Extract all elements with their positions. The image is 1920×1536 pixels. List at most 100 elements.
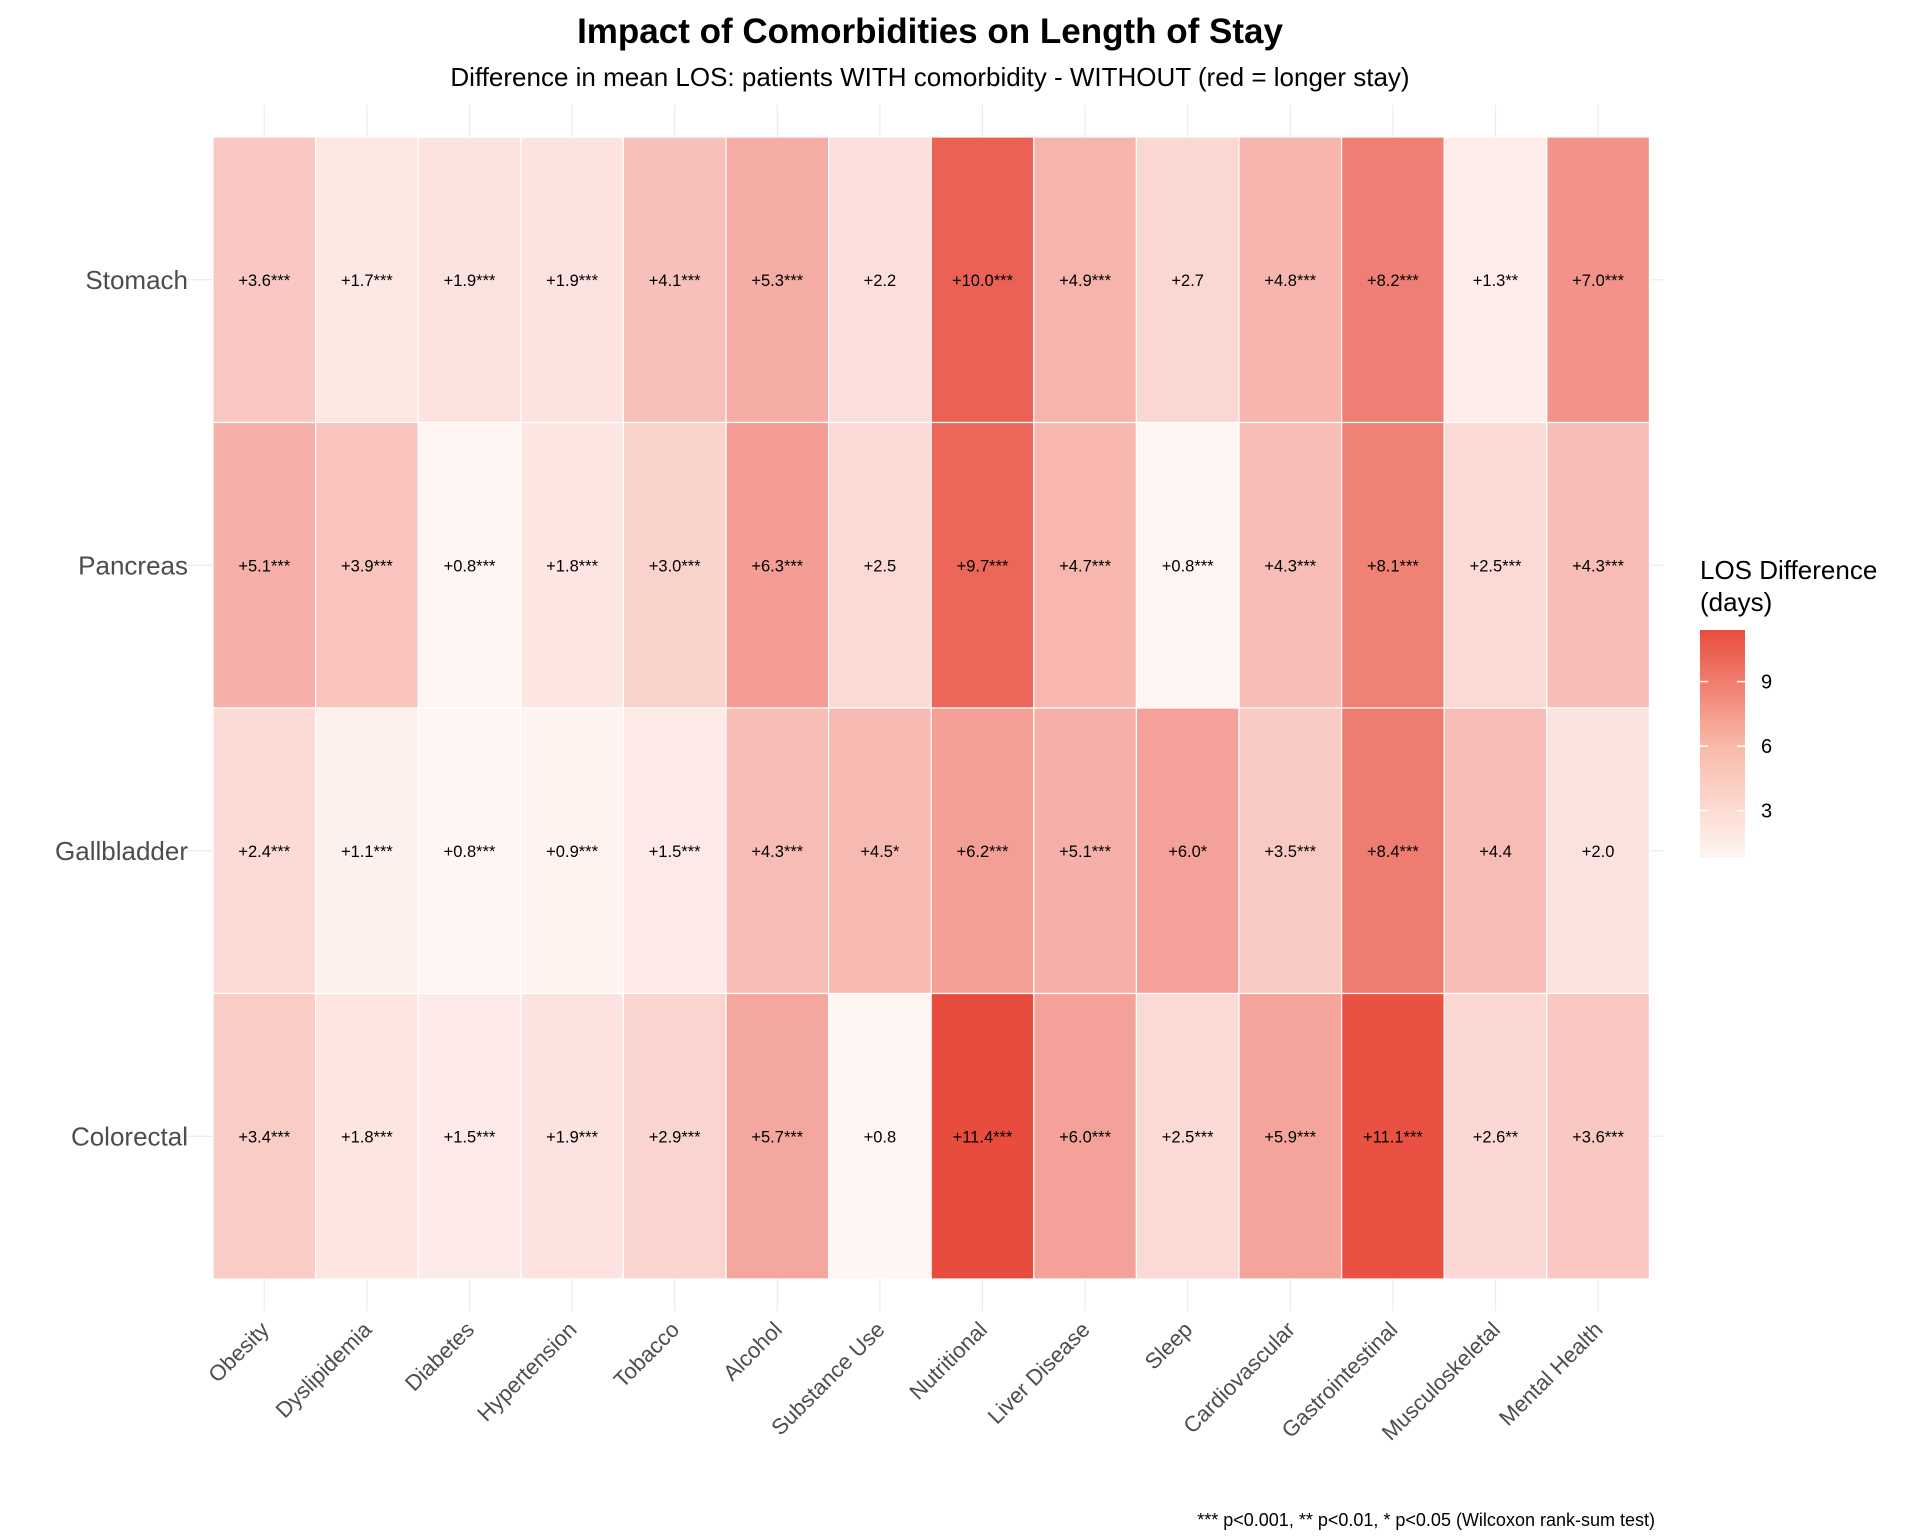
cell-label-colorectal-diabetes: +1.5*** [444, 1128, 496, 1146]
heatmap-cell-pancreas-substance-use [827, 421, 932, 709]
cell-label-colorectal-alcohol: +5.7*** [751, 1128, 803, 1146]
y-axis: Stomach Pancreas Gallbladder Colorectal [55, 265, 188, 1152]
cell-label-pancreas-liver-disease: +4.7*** [1059, 557, 1111, 575]
heatmap-cell-pancreas-obesity [212, 421, 317, 709]
cell-label-pancreas-obesity: +5.1*** [238, 557, 290, 575]
cell-label-gallbladder-cardiovascular: +3.5*** [1264, 843, 1316, 861]
heatmap-cell-gallbladder-nutritional [930, 707, 1035, 995]
cell-label-colorectal-sleep: +2.5*** [1162, 1128, 1214, 1146]
cell-label-colorectal-gastrointestinal: +11.1*** [1363, 1128, 1423, 1146]
heatmap-cell-colorectal-diabetes [417, 992, 522, 1280]
heatmap-cell-gallbladder-gastrointestinal [1340, 707, 1445, 995]
cell-label-stomach-obesity: +3.6*** [238, 272, 290, 290]
heatmap-cell-pancreas-liver-disease [1033, 421, 1138, 709]
cell-label-colorectal-tobacco: +2.9*** [649, 1128, 701, 1146]
cell-label-gallbladder-alcohol: +4.3*** [751, 843, 803, 861]
cell-label-stomach-cardiovascular: +4.8*** [1264, 272, 1316, 290]
cell-label-stomach-hypertension: +1.9*** [546, 272, 598, 290]
heatmap-cell-gallbladder-liver-disease [1033, 707, 1138, 995]
cell-label-stomach-nutritional: +10.0*** [952, 272, 1014, 290]
heatmap-cell-colorectal-sleep [1135, 992, 1240, 1280]
heatmap-cell-stomach-nutritional [930, 136, 1035, 424]
heatmap-cell-colorectal-nutritional [930, 992, 1035, 1280]
legend-title-line2: (days) [1700, 587, 1772, 617]
heatmap-cell-colorectal-hypertension [520, 992, 624, 1280]
cell-label-gallbladder-sleep: +6.0* [1168, 843, 1208, 861]
heatmap-cell-gallbladder-diabetes [417, 707, 522, 995]
heatmap-cell-stomach-hypertension [520, 136, 624, 424]
cell-label-gallbladder-obesity: +2.4*** [238, 843, 290, 861]
cell-label-colorectal-dyslipidemia: +1.8*** [341, 1128, 393, 1146]
heatmap-cell-colorectal-alcohol [725, 992, 830, 1280]
cell-label-colorectal-mental-health: +3.6*** [1572, 1128, 1624, 1146]
cell-label-gallbladder-tobacco: +1.5*** [649, 843, 701, 861]
cell-label-pancreas-nutritional: +9.7*** [957, 557, 1009, 575]
cell-label-stomach-diabetes: +1.9*** [444, 272, 496, 290]
heatmap-cell-gallbladder-dyslipidemia [315, 707, 419, 995]
heatmap-cell-gallbladder-hypertension [520, 707, 624, 995]
chart-subtitle: Difference in mean LOS: patients WITH co… [450, 62, 1409, 92]
heatmap-cell-gallbladder-mental-health [1546, 707, 1651, 995]
heatmap-cell-stomach-musculoskeletal [1443, 136, 1548, 424]
cell-labels: +3.6*** +1.7*** +1.9*** +1.9*** +4.1*** +5.3*… [238, 272, 1624, 1147]
y-tick-label-pancreas: Pancreas [78, 550, 188, 580]
cell-label-stomach-mental-health: +7.0*** [1572, 272, 1624, 290]
cell-label-colorectal-nutritional: +11.4*** [953, 1128, 1013, 1146]
heatmap-cell-colorectal-liver-disease [1033, 992, 1138, 1280]
cell-label-stomach-sleep: +2.7 [1171, 272, 1204, 290]
cell-label-pancreas-mental-health: +4.3*** [1572, 557, 1624, 575]
heatmap-cell-colorectal-obesity [212, 992, 317, 1280]
heatmap-cell-pancreas-sleep [1135, 421, 1240, 709]
heatmap-cell-stomach-gastrointestinal [1340, 136, 1445, 424]
y-tick-label-stomach: Stomach [85, 265, 188, 295]
legend-tick-label-9: 9 [1761, 672, 1772, 694]
cell-label-gallbladder-mental-health: +2.0 [1582, 843, 1615, 861]
legend-tick-label-6: 6 [1761, 736, 1772, 758]
heatmap-cell-pancreas-diabetes [417, 421, 522, 709]
cell-label-colorectal-cardiovascular: +5.9*** [1264, 1128, 1316, 1146]
heatmap-cell-colorectal-substance-use [827, 992, 932, 1280]
cell-label-pancreas-diabetes: +0.8*** [444, 557, 496, 575]
heatmap-cells [212, 136, 1651, 1280]
cell-label-pancreas-sleep: +0.8*** [1162, 557, 1214, 575]
legend-tick-label-3: 3 [1761, 801, 1772, 823]
cell-label-pancreas-substance-use: +2.5 [864, 557, 897, 575]
y-tick-label-colorectal: Colorectal [71, 1121, 188, 1151]
cell-label-gallbladder-gastrointestinal: +8.4*** [1367, 843, 1419, 861]
cell-label-gallbladder-substance-use: +4.5* [860, 843, 900, 861]
cell-label-colorectal-obesity: +3.4*** [238, 1128, 290, 1146]
cell-label-pancreas-tobacco: +3.0*** [649, 557, 701, 575]
cell-label-pancreas-dyslipidemia: +3.9*** [341, 557, 393, 575]
heatmap-cell-colorectal-gastrointestinal [1340, 992, 1445, 1280]
heatmap-cell-stomach-diabetes [417, 136, 522, 424]
heatmap-cell-colorectal-mental-health [1546, 992, 1651, 1280]
heatmap-cell-pancreas-alcohol [725, 421, 830, 709]
heatmap-cell-colorectal-musculoskeletal [1443, 992, 1548, 1280]
cell-label-colorectal-musculoskeletal: +2.6** [1473, 1128, 1519, 1146]
heatmap-cell-pancreas-hypertension [520, 421, 624, 709]
cell-label-gallbladder-hypertension: +0.9*** [546, 843, 598, 861]
heatmap-cell-pancreas-gastrointestinal [1340, 421, 1445, 709]
cell-label-gallbladder-musculoskeletal: +4.4 [1479, 843, 1512, 861]
cell-label-colorectal-substance-use: +0.8 [864, 1128, 897, 1146]
y-tick-label-gallbladder: Gallbladder [55, 836, 188, 866]
heatmap-cell-colorectal-dyslipidemia [315, 992, 419, 1280]
cell-label-colorectal-liver-disease: +6.0*** [1059, 1128, 1111, 1146]
heatmap-cell-pancreas-nutritional [930, 421, 1035, 709]
heatmap-cell-gallbladder-obesity [212, 707, 317, 995]
cell-label-gallbladder-liver-disease: +5.1*** [1059, 843, 1111, 861]
cell-label-stomach-tobacco: +4.1*** [649, 272, 701, 290]
cell-label-pancreas-musculoskeletal: +2.5*** [1470, 557, 1522, 575]
cell-label-stomach-dyslipidemia: +1.7*** [341, 272, 393, 290]
heatmap-cell-stomach-liver-disease [1033, 136, 1138, 424]
heatmap-cell-stomach-mental-health [1546, 136, 1651, 424]
chart-caption: *** p<0.001, ** p<0.01, * p<0.05 (Wilcox… [1197, 1510, 1655, 1530]
heatmap-cell-pancreas-dyslipidemia [315, 421, 419, 709]
cell-label-gallbladder-dyslipidemia: +1.1*** [341, 843, 393, 861]
color-legend: LOS Difference (days) 3 6 9 [1700, 555, 1877, 858]
heatmap-cell-gallbladder-substance-use [827, 707, 932, 995]
cell-label-stomach-gastrointestinal: +8.2*** [1367, 272, 1419, 290]
cell-label-pancreas-cardiovascular: +4.3*** [1264, 557, 1316, 575]
heatmap-cell-stomach-sleep [1135, 136, 1240, 424]
legend-title-line1: LOS Difference [1700, 555, 1877, 585]
